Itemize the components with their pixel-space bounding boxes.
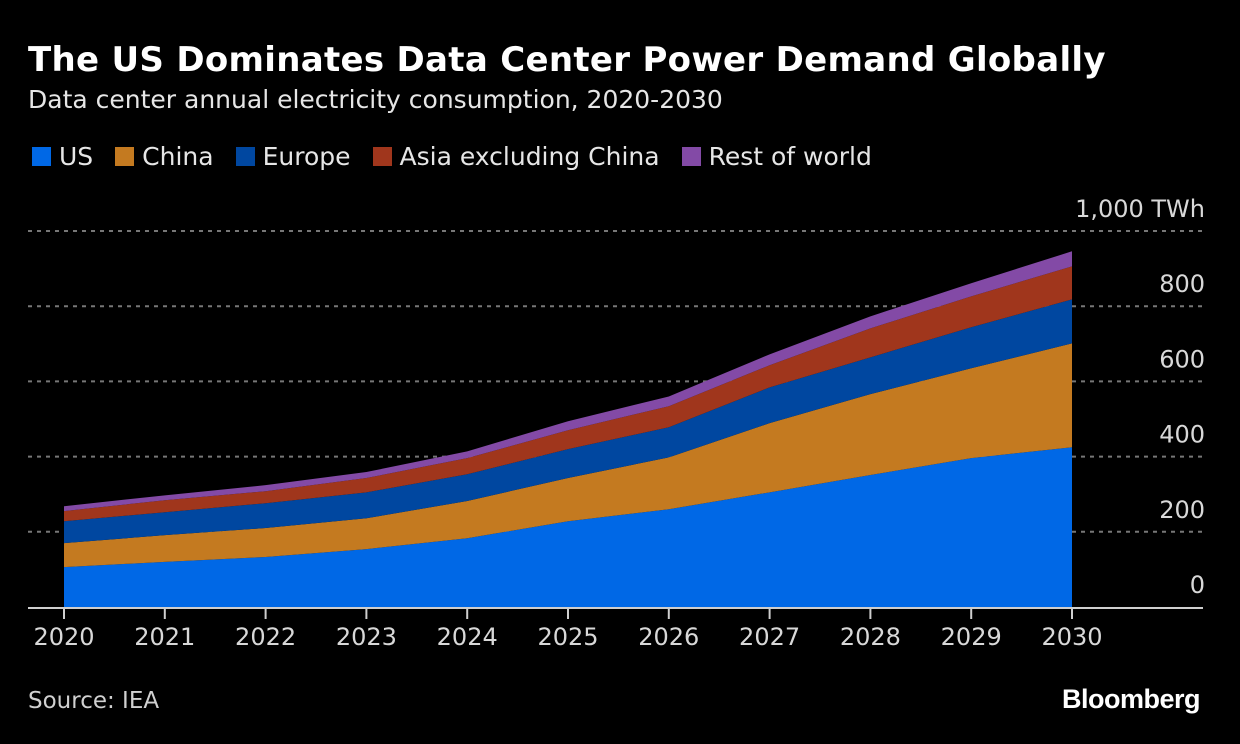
legend-label: Asia excluding China: [399, 142, 660, 171]
legend-label: China: [142, 142, 214, 171]
y-tick-label: 0: [1190, 571, 1205, 599]
y-tick-label: 800: [1159, 270, 1205, 298]
y-tick-label: 600: [1159, 345, 1205, 373]
x-tick-label: 2022: [235, 623, 296, 651]
x-tick-label: 2029: [941, 623, 1002, 651]
legend-label: US: [59, 142, 94, 171]
legend: US China Europe Asia excluding China Rest of…: [32, 142, 872, 171]
x-tick-label: 2023: [336, 623, 397, 651]
bloomberg-logo: Bloomberg: [1061, 684, 1201, 714]
x-tick-label: 2024: [437, 623, 498, 651]
legend-swatch: [115, 147, 135, 166]
y-tick-label: 200: [1159, 496, 1205, 524]
x-tick-label: 2021: [134, 623, 195, 651]
x-tick-label: 2025: [537, 623, 598, 651]
chart-title: The US Dominates Data Center Power Deman…: [28, 40, 1106, 80]
legend-label: Rest of world: [708, 142, 872, 171]
legend-item: Rest of world: [681, 142, 872, 171]
y-tick-label: 400: [1159, 421, 1205, 449]
y-tick-label: 1,000 TWh: [1075, 195, 1205, 223]
chart-subtitle: Data center annual electricity consumpti…: [28, 85, 723, 114]
legend-swatch: [32, 147, 51, 166]
area-china: [64, 343, 1072, 568]
x-tick-label: 2027: [739, 623, 800, 651]
legend-swatch: [681, 147, 701, 166]
legend-swatch: [235, 147, 255, 166]
x-tick-label: 2030: [1041, 623, 1102, 651]
area-us: [64, 447, 1072, 607]
x-tick-label: 2026: [638, 623, 699, 651]
legend-label: Europe: [262, 142, 351, 171]
legend-item: US: [32, 142, 93, 171]
legend-item: Europe: [235, 142, 351, 171]
area-europe: [64, 299, 1072, 544]
legend-item: China: [115, 142, 214, 171]
x-tick-label: 2020: [33, 623, 94, 651]
x-tick-label: 2028: [840, 623, 901, 651]
legend-swatch: [372, 147, 392, 166]
source-note: Source: IEA: [28, 688, 160, 714]
legend-item: Asia excluding China: [372, 142, 660, 171]
